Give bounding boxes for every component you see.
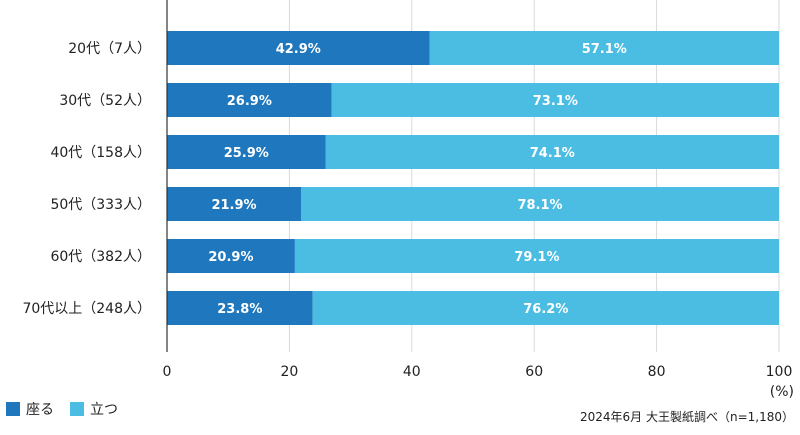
data-label: 76.2% xyxy=(523,302,568,317)
bar-segment-sit xyxy=(167,31,430,65)
data-label: 57.1% xyxy=(582,42,627,57)
bars: 42.9% 57.1% 26.9% 73.1% 25.9% 74.1% 21.9% 78.1%… xyxy=(167,31,779,325)
unit-label: (%) xyxy=(769,384,794,400)
bar-segment-sit xyxy=(167,187,302,221)
legend-swatch-stand xyxy=(70,402,84,416)
bar-segment-stand xyxy=(429,31,779,65)
x-axis: 0 20 40 60 80 100 xyxy=(163,0,793,380)
x-tick-label: 100 xyxy=(766,364,793,380)
bar-segment-stand xyxy=(294,239,779,273)
bar-segment-sit xyxy=(167,83,332,117)
legend-item-sit: 座る xyxy=(6,399,54,419)
x-tick-label: 80 xyxy=(648,364,666,380)
source-note: 2024年6月 大王製紙調べ（n=1,180） xyxy=(579,410,794,424)
data-label: 42.9% xyxy=(276,42,321,57)
bar-segment-stand xyxy=(331,83,779,117)
legend-label-stand: 立つ xyxy=(90,402,118,418)
legend-swatch-sit xyxy=(6,402,20,416)
bar-segment-stand xyxy=(325,135,779,169)
x-tick-label: 40 xyxy=(403,364,421,380)
x-tick-label: 20 xyxy=(280,364,298,380)
bar-segment-stand xyxy=(312,291,779,325)
category-label: 40代（158人） xyxy=(50,145,151,161)
legend-label-sit: 座る xyxy=(26,402,54,418)
data-label: 20.9% xyxy=(208,250,253,265)
data-label: 26.9% xyxy=(227,94,272,109)
data-label: 78.1% xyxy=(517,198,562,213)
legend-item-stand: 立つ xyxy=(70,399,118,419)
x-tick-label: 0 xyxy=(163,364,172,380)
data-label: 74.1% xyxy=(530,146,575,161)
x-tick-label: 60 xyxy=(525,364,543,380)
bar-segment-sit xyxy=(167,135,326,169)
data-label: 25.9% xyxy=(224,146,269,161)
data-label: 21.9% xyxy=(211,198,256,213)
category-label: 70代以上（248人） xyxy=(22,301,151,317)
data-label: 73.1% xyxy=(533,94,578,109)
category-labels: 20代（7人） 30代（52人） 40代（158人） 50代（333人） 60代（382… xyxy=(22,41,151,317)
data-label: 23.8% xyxy=(217,302,262,317)
category-label: 20代（7人） xyxy=(68,41,151,57)
category-label: 60代（382人） xyxy=(50,249,151,265)
bar-segment-stand xyxy=(301,187,779,221)
legend: 座る 立つ xyxy=(6,399,134,419)
bar-segment-sit xyxy=(167,239,295,273)
category-label: 50代（333人） xyxy=(50,197,151,213)
data-label: 79.1% xyxy=(514,250,559,265)
category-label: 30代（52人） xyxy=(59,93,151,109)
bar-segment-sit xyxy=(167,291,313,325)
